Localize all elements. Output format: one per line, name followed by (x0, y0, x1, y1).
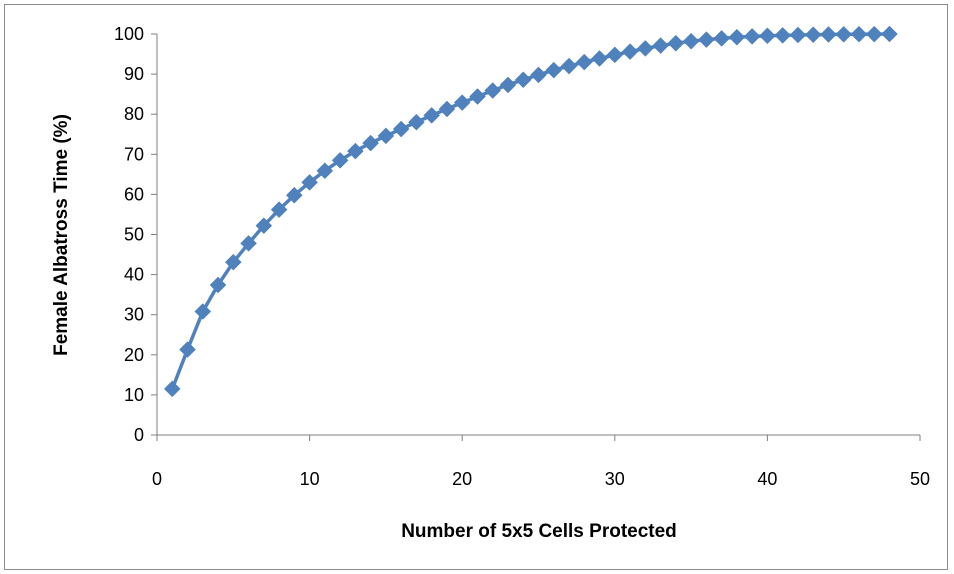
axes: 0 10 20 30 40 50 60 70 80 90 100 0 10 20 30 40 50 (114, 24, 930, 489)
y-tick-label: 90 (124, 64, 144, 84)
x-tick-label: 10 (300, 469, 320, 489)
data-point-marker (636, 40, 654, 57)
data-point-marker (484, 82, 502, 99)
x-tick-label: 50 (910, 469, 930, 489)
data-point-marker (865, 25, 883, 43)
data-point-marker (560, 57, 578, 75)
data-point-marker (804, 26, 822, 44)
data-point-marker (469, 88, 486, 105)
data-point-marker (667, 34, 685, 52)
data-point-marker (499, 76, 517, 94)
data-point-marker (362, 134, 379, 152)
x-axis-title: Number of 5x5 Cells Protected (401, 521, 677, 542)
data-point-marker (438, 100, 456, 118)
data-point-marker (591, 50, 608, 67)
data-point-marker (301, 174, 318, 191)
y-tick-label: 0 (134, 425, 144, 445)
series-layer (163, 25, 898, 398)
y-tick-label: 10 (124, 385, 144, 405)
data-point-marker (835, 25, 853, 43)
data-point-marker (575, 53, 593, 71)
data-point-marker (530, 66, 547, 84)
x-tick-label: 20 (452, 469, 472, 489)
data-point-marker (408, 113, 425, 131)
data-point-marker (820, 26, 837, 43)
data-point-marker (652, 37, 669, 54)
data-point-marker (743, 28, 761, 45)
data-point-marker (316, 162, 334, 180)
y-tick-label: 80 (124, 104, 144, 124)
x-tick-label: 0 (152, 469, 162, 489)
y-axis-title: Female Albatross Time (%) (51, 114, 72, 356)
y-tick-label: 60 (124, 184, 144, 204)
data-point-marker (194, 303, 212, 320)
data-point-marker (377, 127, 395, 145)
data-point-marker (789, 26, 807, 44)
data-point-marker (850, 25, 868, 43)
data-point-marker (698, 31, 715, 48)
data-point-marker (453, 94, 471, 111)
data-point-marker (179, 341, 196, 358)
data-point-marker (545, 61, 563, 79)
y-tick-label: 50 (124, 225, 144, 245)
data-point-marker (774, 27, 792, 44)
data-point-marker (347, 142, 364, 160)
data-point-marker (392, 120, 410, 138)
data-point-marker (682, 32, 700, 50)
data-point-marker (514, 71, 532, 89)
y-tick-label: 40 (124, 265, 144, 285)
data-point-marker (881, 25, 898, 43)
data-point-marker (255, 217, 273, 235)
data-point-marker (331, 151, 349, 169)
y-tick-label: 30 (124, 305, 144, 325)
data-point-marker (713, 30, 730, 47)
data-point-marker (240, 234, 257, 252)
y-tick-label: 100 (114, 24, 144, 44)
data-point-marker (285, 186, 303, 204)
data-point-marker (224, 253, 242, 271)
data-point-marker (728, 28, 746, 46)
data-point-marker (270, 201, 288, 218)
data-point-marker (606, 46, 624, 64)
data-point-marker (759, 27, 776, 45)
y-tick-label: 20 (124, 345, 144, 365)
data-point-marker (209, 276, 227, 294)
x-tick-label: 40 (757, 469, 777, 489)
data-point-marker (621, 43, 639, 60)
x-tick-label: 30 (605, 469, 625, 489)
y-tick-label: 70 (124, 144, 144, 164)
data-point-marker (423, 107, 441, 124)
data-point-marker (163, 380, 181, 398)
